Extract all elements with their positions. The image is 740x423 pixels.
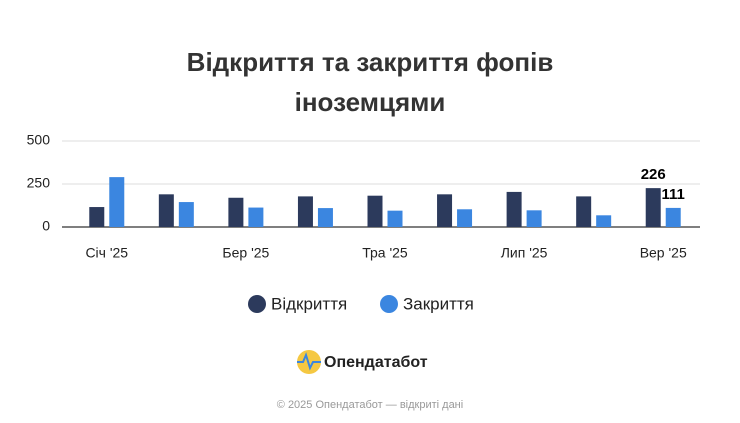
bar <box>109 177 125 227</box>
legend-marker <box>248 295 266 313</box>
bar <box>596 215 612 227</box>
legend-label: Відкриття <box>271 294 347 313</box>
y-tick-label: 250 <box>27 175 51 191</box>
bar <box>89 207 105 227</box>
legend-marker <box>380 295 398 313</box>
bar <box>437 194 453 227</box>
footer: © 2025 Опендатабот — відкриті дані <box>277 399 463 411</box>
bar <box>506 191 522 227</box>
bar <box>576 196 592 227</box>
bar <box>228 197 244 227</box>
bar <box>297 196 313 227</box>
bar <box>665 207 681 227</box>
bar <box>317 208 333 227</box>
bar <box>387 210 403 227</box>
x-tick-label: Бер '25 <box>222 245 269 261</box>
y-tick-label: 500 <box>27 132 51 148</box>
bar <box>158 194 174 227</box>
data-label: 111 <box>662 186 685 203</box>
bar <box>248 207 264 227</box>
x-tick-label: Січ '25 <box>85 245 128 261</box>
bar <box>526 210 542 227</box>
x-tick-label: Вер '25 <box>640 245 687 261</box>
bar <box>645 188 661 227</box>
x-tick-label: Тра '25 <box>362 245 408 261</box>
chart-title: Відкриття та закриття фопів іноземцями <box>186 47 554 117</box>
legend-label: Закриття <box>403 294 474 313</box>
bar <box>178 202 194 227</box>
bar <box>457 209 473 227</box>
brand-logo-mark <box>297 352 321 371</box>
brand-name: Опендатабот <box>324 354 428 371</box>
x-tick-label: Лип '25 <box>501 245 548 261</box>
data-label: 226 <box>641 166 666 183</box>
y-tick-label: 0 <box>42 218 50 234</box>
bar <box>367 195 383 227</box>
